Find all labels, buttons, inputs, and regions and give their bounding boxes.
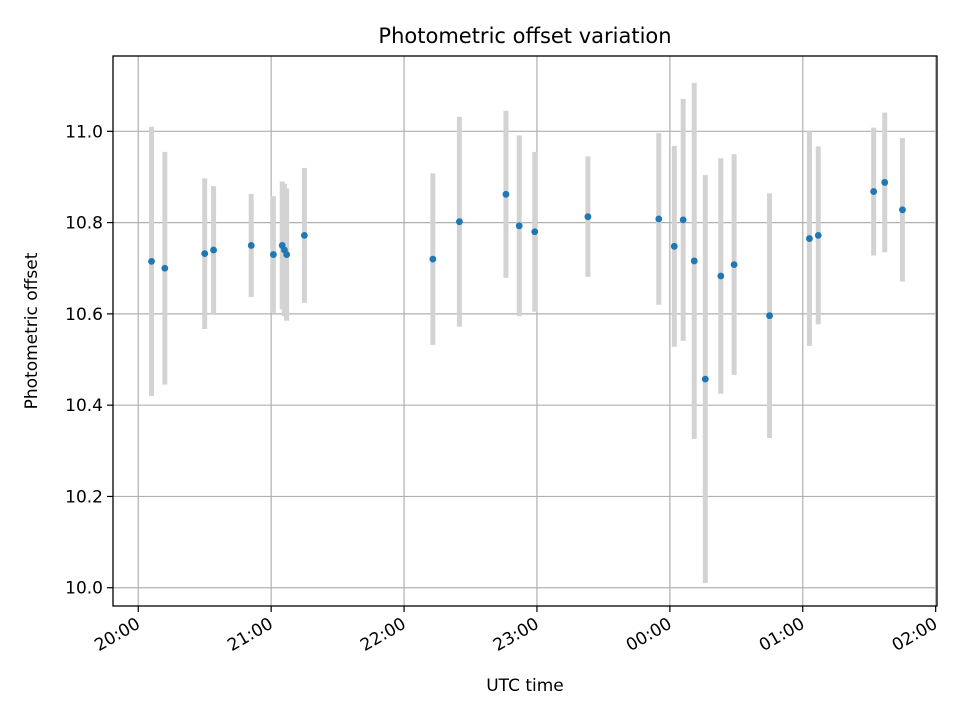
data-point xyxy=(515,222,523,230)
data-point xyxy=(456,218,463,226)
y-axis: 10.0 10.2 10.4 10.6 10.8 11.0 xyxy=(65,122,113,599)
x-tick-label: 23:00 xyxy=(490,614,542,656)
data-point xyxy=(701,375,709,383)
y-tick-label: 10.8 xyxy=(65,214,103,234)
error-bars xyxy=(149,82,905,584)
data-point xyxy=(870,188,878,195)
x-tick-label: 02:00 xyxy=(889,614,941,656)
data-points xyxy=(148,179,906,383)
data-point xyxy=(429,255,437,263)
data-point xyxy=(210,246,217,254)
x-tick-label: 00:00 xyxy=(623,614,675,656)
y-tick-label: 10.4 xyxy=(65,396,103,416)
y-tick-label: 10.0 xyxy=(65,579,103,599)
data-point xyxy=(247,242,255,249)
data-point xyxy=(670,242,678,250)
x-tick-label: 20:00 xyxy=(91,614,143,656)
data-point xyxy=(201,250,209,258)
data-point xyxy=(690,257,698,265)
data-point xyxy=(679,216,687,224)
data-point xyxy=(283,251,291,258)
y-axis-label: Photometric offset xyxy=(22,252,42,409)
data-point xyxy=(300,231,308,239)
x-tick-label: 22:00 xyxy=(357,614,409,656)
x-tick-label: 21:00 xyxy=(224,614,276,656)
data-point xyxy=(269,251,277,258)
data-point xyxy=(148,257,155,265)
y-tick-label: 11.0 xyxy=(65,122,103,142)
y-tick-label: 10.6 xyxy=(65,305,103,325)
data-point xyxy=(161,264,169,272)
plot-frame xyxy=(112,55,938,607)
data-point xyxy=(899,206,906,214)
data-point xyxy=(806,235,813,242)
data-point xyxy=(584,213,592,221)
data-point xyxy=(502,190,510,198)
data-point xyxy=(717,272,725,280)
y-tick-label: 10.2 xyxy=(65,487,103,507)
data-point xyxy=(766,312,773,320)
data-point xyxy=(531,228,539,236)
x-axis-label: UTC time xyxy=(486,676,564,696)
x-axis: 20:00 21:00 22:00 23:00 00:00 01:00 02:00 xyxy=(91,606,941,656)
x-tick-label: 01:00 xyxy=(756,614,808,656)
data-point xyxy=(655,215,663,223)
data-point xyxy=(730,261,738,268)
data-point xyxy=(814,231,822,239)
data-point xyxy=(881,179,889,186)
grid-lines xyxy=(113,56,937,606)
chart-title: Photometric offset variation xyxy=(378,24,671,48)
